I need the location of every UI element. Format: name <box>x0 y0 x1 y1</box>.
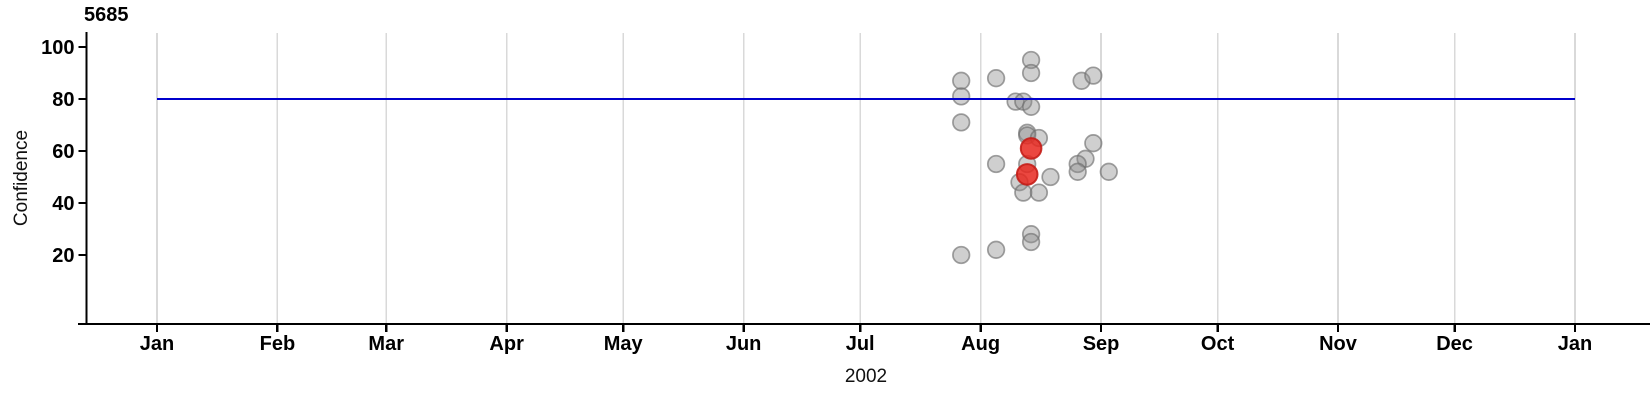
y-tick-label: 60 <box>52 141 74 163</box>
x-tick-label: Sep <box>1083 333 1120 355</box>
x-tick-label: Nov <box>1319 333 1358 355</box>
data-point <box>1021 97 1041 116</box>
x-tick-label: Jul <box>846 333 875 355</box>
x-tick-label: Dec <box>1436 333 1473 355</box>
data-point <box>1041 167 1060 187</box>
data-point <box>952 245 971 265</box>
x-tick-label: Jan <box>140 333 174 355</box>
data-point <box>1099 162 1118 181</box>
highlighted-point <box>1015 163 1039 186</box>
data-point <box>1021 50 1041 70</box>
highlighted-point <box>1019 137 1043 160</box>
data-point <box>952 113 971 132</box>
data-point <box>952 87 971 106</box>
y-tick-label: 80 <box>52 89 74 111</box>
data-point <box>1021 63 1041 83</box>
y-tick-label: 20 <box>52 245 74 267</box>
x-tick-label: Apr <box>489 333 524 355</box>
data-point <box>1084 66 1103 85</box>
x-tick-label: May <box>604 333 644 355</box>
data-point <box>952 71 971 90</box>
chart-title: 5685 <box>84 4 129 26</box>
x-tick-label: Feb <box>260 333 296 355</box>
data-point <box>1029 183 1049 202</box>
x-tick-label: Aug <box>961 333 1000 355</box>
data-point <box>1014 183 1033 202</box>
x-tick-label: Jun <box>726 333 762 355</box>
data-point <box>986 69 1006 88</box>
data-point <box>1084 134 1103 153</box>
y-tick-label: 100 <box>41 37 74 59</box>
x-tick-label: Oct <box>1201 333 1235 355</box>
y-tick-label: 40 <box>52 193 74 215</box>
x-tick-label: Mar <box>368 333 404 355</box>
data-point <box>986 154 1006 174</box>
data-point <box>1068 162 1087 181</box>
data-point <box>1021 232 1041 252</box>
x-axis-title: 2002 <box>844 366 888 387</box>
x-tick-label: Jan <box>1558 333 1592 355</box>
data-point <box>986 240 1006 259</box>
y-axis-title: Confidence <box>11 129 32 227</box>
